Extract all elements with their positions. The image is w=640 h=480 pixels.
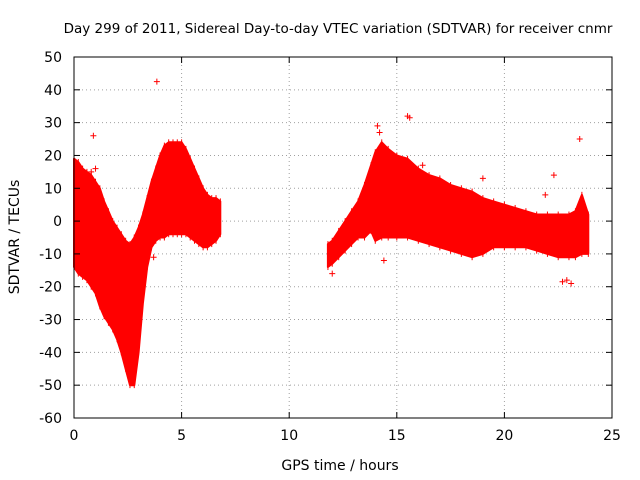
outlier-point <box>576 136 583 143</box>
outlier-point <box>126 362 133 369</box>
y-axis-label: SDTVAR / TECUs <box>7 180 23 295</box>
y-tick-label: 40 <box>44 83 62 99</box>
outlier-point <box>88 168 95 175</box>
outlier-point <box>374 122 381 129</box>
outlier-point <box>563 277 570 284</box>
outlier-point <box>479 175 486 182</box>
outlier-point <box>542 191 549 198</box>
series-band-2 <box>326 141 590 268</box>
y-tick-label: -20 <box>39 280 62 296</box>
x-tick-label: 25 <box>603 428 621 444</box>
y-tick-label: 50 <box>44 50 62 66</box>
x-tick-label: 0 <box>70 428 79 444</box>
outlier-point <box>568 280 575 287</box>
y-tick-label: 20 <box>44 148 62 164</box>
outlier-point <box>90 132 97 139</box>
y-tick-label: 30 <box>44 116 62 132</box>
outlier-point <box>380 257 387 264</box>
data-series <box>73 78 590 389</box>
axis-ticks: 0 5 10 15 20 25 -60 -50 -40 -30 -20 -10 0 10 20 30 40 50 <box>39 50 621 444</box>
outlier-point <box>129 372 136 379</box>
plot-frame <box>73 56 613 419</box>
x-tick-label: 20 <box>495 428 513 444</box>
y-tick-label: 10 <box>44 181 62 197</box>
outlier-point <box>550 172 557 179</box>
outlier-point <box>419 162 426 169</box>
grid-lines <box>74 57 612 418</box>
y-tick-label: 0 <box>53 214 62 230</box>
x-tick-label: 15 <box>388 428 406 444</box>
x-tick-label: 10 <box>280 428 298 444</box>
y-tick-label: -50 <box>39 378 62 394</box>
outlier-point <box>376 129 383 136</box>
outlier-point <box>153 78 160 85</box>
y-tick-label: -40 <box>39 345 62 361</box>
outlier-point <box>406 114 413 121</box>
outlier-point <box>559 278 566 285</box>
x-axis-label: GPS time / hours <box>281 458 398 474</box>
outlier-point <box>329 270 336 277</box>
y-tick-label: -30 <box>39 313 62 329</box>
outlier-point <box>150 254 157 261</box>
y-tick-label: -10 <box>39 247 62 263</box>
x-tick-label: 5 <box>177 428 186 444</box>
chart-title: Day 299 of 2011, Sidereal Day-to-day VTE… <box>64 21 613 37</box>
outlier-point <box>92 165 99 172</box>
y-tick-label: -60 <box>39 411 62 427</box>
